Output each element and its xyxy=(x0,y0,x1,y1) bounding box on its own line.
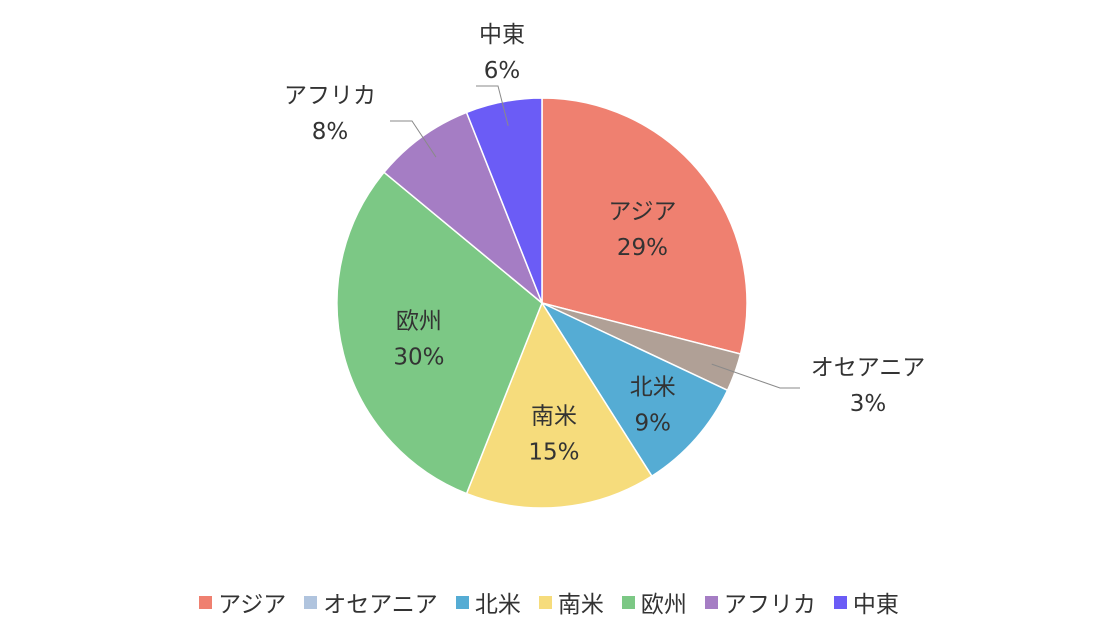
legend-swatch-africa xyxy=(704,595,718,609)
slice-label-asia: アジア xyxy=(608,199,676,225)
legend-label-middle-east: 中東 xyxy=(852,592,899,618)
pie-slice-asia xyxy=(541,97,748,355)
slice-value-africa: 8% xyxy=(312,119,349,145)
slice-value-south-america: 15% xyxy=(528,440,579,466)
legend-item-europe: 欧州 xyxy=(621,585,687,619)
legend-item-north-america: 北米 xyxy=(455,585,521,619)
legend-swatch-middle-east xyxy=(833,595,847,609)
slice-label-europe: 欧州 xyxy=(396,309,442,335)
slice-value-middle-east: 6% xyxy=(484,58,521,84)
legend-swatch-south-america xyxy=(538,595,552,609)
legend-label-oceania: オセアニア xyxy=(323,592,438,618)
legend-swatch-asia xyxy=(199,595,213,609)
slice-value-europe: 30% xyxy=(393,345,444,371)
legend-label-north-america: 北米 xyxy=(474,592,521,618)
slice-label-south-america: 南米 xyxy=(531,404,577,430)
pie-slice-middle-east xyxy=(465,97,543,304)
legend-item-middle-east: 中東 xyxy=(833,585,899,619)
pie-slice-south-america xyxy=(465,301,653,509)
pie-slice-europe xyxy=(336,171,543,495)
chart-legend: アジア オセアニア 北米 南米 欧州 アフリカ 中東 xyxy=(0,584,1098,620)
legend-item-south-america: 南米 xyxy=(538,585,604,619)
legend-item-oceania: オセアニア xyxy=(304,585,438,619)
slice-value-oceania: 3% xyxy=(850,391,887,417)
legend-item-asia: アジア xyxy=(199,585,286,619)
slice-value-asia: 29% xyxy=(617,235,668,261)
slice-value-north-america: 9% xyxy=(634,411,671,437)
pie-slice-africa xyxy=(382,111,543,304)
slice-label-north-america: 北米 xyxy=(630,375,676,401)
pie-chart-plot: アジア 29% オセアニア 3% 北米 9% 南米 15% 欧州 30% アフリカ 8% 中東 6% xyxy=(284,22,926,509)
slice-label-middle-east: 中東 xyxy=(479,22,525,48)
pie-slice-north-america xyxy=(539,301,729,478)
legend-label-africa: アフリカ xyxy=(723,592,816,618)
legend-swatch-north-america xyxy=(455,595,469,609)
leader-line-middle-east xyxy=(476,85,509,126)
legend-swatch-europe xyxy=(621,595,635,609)
legend-label-asia: アジア xyxy=(218,592,287,618)
legend-swatch-oceania xyxy=(304,595,318,609)
leader-line-oceania xyxy=(711,363,800,389)
legend-label-south-america: 南米 xyxy=(557,592,604,618)
slice-label-oceania: オセアニア xyxy=(811,355,926,381)
slice-label-africa: アフリカ xyxy=(284,83,376,109)
legend-label-europe: 欧州 xyxy=(640,592,687,618)
leader-line-africa xyxy=(390,120,437,158)
legend-item-africa: アフリカ xyxy=(704,585,816,619)
